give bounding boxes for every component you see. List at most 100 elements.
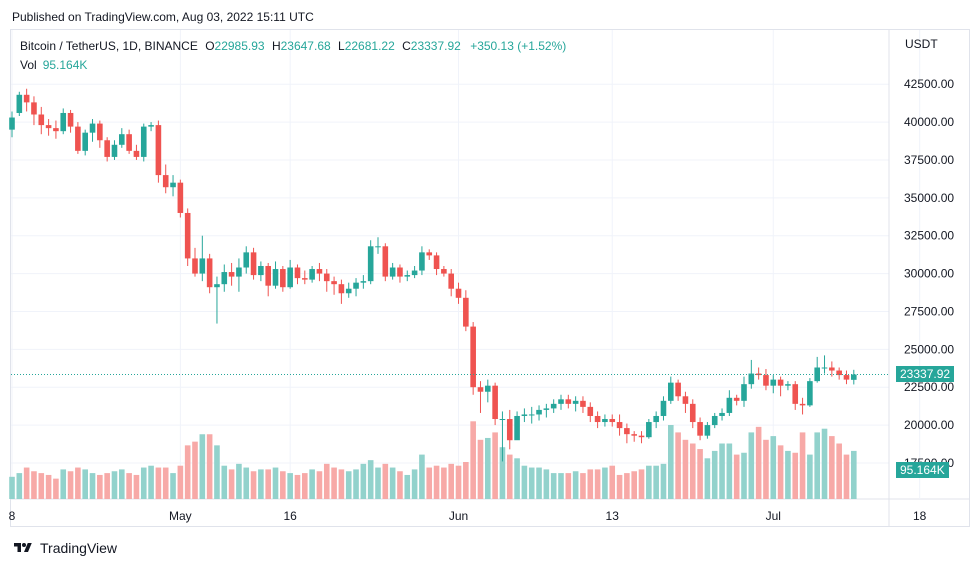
volume-bar: [638, 469, 645, 499]
volume-bar: [668, 425, 674, 499]
change-value: +350.13 (+1.52%): [470, 39, 567, 53]
volume-bar: [243, 467, 250, 499]
volume-bar: [67, 471, 74, 499]
tradingview-logo-icon: [14, 543, 32, 552]
candle-body: [199, 258, 206, 274]
candle-body: [704, 425, 711, 436]
volume-bar: [770, 436, 777, 499]
volume-bar: [411, 469, 418, 499]
candle-body: [609, 419, 616, 423]
volume-bar: [140, 467, 147, 499]
volume-bar: [492, 432, 498, 499]
candle-body: [748, 373, 755, 385]
volume-bar: [726, 443, 733, 499]
candle-body: [682, 396, 689, 404]
y-tick-label: 20000.00: [904, 418, 954, 432]
volume-bar: [302, 473, 308, 499]
volume-bar: [565, 473, 572, 499]
volume-bar: [97, 474, 103, 499]
candle-body: [419, 252, 425, 271]
volume-bar: [821, 428, 828, 499]
candle-body: [777, 379, 784, 386]
last-volume-tag: 95.164K: [896, 462, 949, 478]
candle-body: [660, 400, 667, 416]
volume-bar: [653, 465, 659, 499]
candle-body: [133, 150, 140, 157]
volume-bar: [382, 463, 389, 499]
y-tick-label: 32500.00: [904, 229, 954, 243]
volume-label: Vol: [20, 58, 37, 72]
candle-body: [280, 269, 286, 288]
candle-body: [697, 422, 703, 436]
volume-bar: [792, 452, 799, 499]
candle-body: [148, 125, 154, 127]
volume-bar: [250, 471, 257, 499]
volume-bar: [53, 478, 59, 499]
candle-body: [477, 387, 484, 392]
candle-body: [851, 374, 857, 380]
candle-body: [763, 375, 769, 386]
volume-bar: [689, 443, 696, 499]
volume-bar: [843, 454, 850, 499]
volume-bar: [228, 469, 235, 499]
candle-body: [67, 112, 74, 127]
close-label: C: [402, 39, 411, 53]
candle-body: [360, 281, 367, 283]
volume-bar: [433, 465, 440, 499]
candle-body: [236, 267, 242, 277]
candle-body: [45, 125, 52, 129]
candle-body: [316, 269, 323, 274]
volume-bar: [16, 473, 23, 499]
y-tick-label: 27500.00: [904, 304, 954, 318]
volume-bar: [111, 471, 118, 499]
footer: TradingView: [12, 540, 117, 556]
candle-body: [689, 403, 696, 423]
low-value: 22681.22: [344, 39, 395, 53]
volume-bar: [426, 467, 433, 499]
last-price-tag: 23337.92: [896, 366, 955, 382]
volume-bar: [741, 452, 747, 499]
candle-body: [843, 375, 850, 380]
volume-bar: [9, 476, 15, 499]
candle-body: [397, 267, 403, 277]
volume-bar: [470, 421, 476, 499]
candle-body: [177, 182, 184, 213]
volume-bar: [799, 432, 806, 499]
candle-body: [821, 367, 828, 369]
volume-bar: [785, 450, 791, 499]
close-value: 23337.92: [410, 39, 461, 53]
low-label: L: [338, 39, 345, 53]
candle-body: [514, 415, 520, 441]
chart-frame[interactable]: [10, 29, 970, 527]
volume-bar: [89, 473, 96, 499]
candle-body: [638, 435, 645, 438]
volume-bar: [624, 473, 630, 499]
footer-brand: TradingView: [40, 540, 118, 556]
candle-body: [221, 272, 228, 285]
candle-body: [441, 269, 447, 274]
candle-body: [243, 252, 250, 268]
volume-bar: [477, 439, 484, 499]
candle-body: [631, 434, 637, 436]
volume-bar: [485, 437, 491, 499]
volume-bar: [353, 469, 359, 499]
price-axis: 17500.0020000.0022500.0025000.0027500.00…: [904, 77, 954, 470]
volume-bar: [514, 458, 520, 499]
volume-bar: [389, 467, 396, 499]
open-value: 22985.93: [214, 39, 265, 53]
volume-bar: [755, 426, 762, 499]
candle-body: [580, 400, 586, 407]
volume-bar: [550, 473, 557, 499]
candle-body: [258, 265, 264, 276]
volume-bar: [807, 454, 813, 499]
candle-body: [323, 273, 330, 282]
candle-body: [726, 397, 733, 413]
volume-bar: [609, 465, 616, 499]
candle-body: [214, 284, 220, 288]
volume-bar: [338, 469, 345, 499]
candle-body: [836, 370, 842, 376]
x-tick-label: May: [169, 509, 192, 523]
candle-body: [331, 281, 337, 285]
volume-bar: [675, 432, 681, 499]
